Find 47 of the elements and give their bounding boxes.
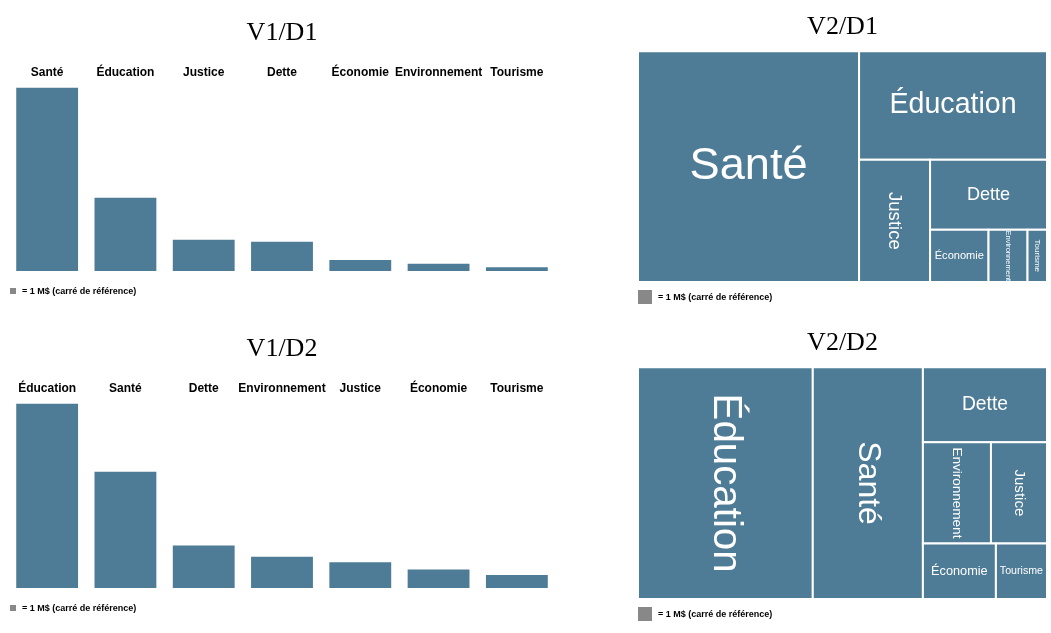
category-label: Environnement xyxy=(950,447,966,539)
chart-title: V1/D1 xyxy=(246,17,318,47)
x-tick-label: Environnement xyxy=(394,64,483,79)
bar xyxy=(172,239,235,271)
bar xyxy=(329,562,392,588)
x-tick-label: Santé xyxy=(109,380,143,395)
x-tick-label: Dette xyxy=(266,64,298,79)
text: V2/D2 xyxy=(807,327,878,357)
bar xyxy=(485,575,548,588)
bar xyxy=(16,403,79,588)
bar xyxy=(329,260,392,271)
text: = 1 M$ (carré de référence) xyxy=(658,609,773,619)
x-tick-label: Dette xyxy=(188,380,220,395)
bar xyxy=(251,556,313,588)
x-tick-label: Éducation xyxy=(18,379,77,395)
x-tick-label: Santé xyxy=(30,64,64,79)
text: = 1 M$ (carré de référence) xyxy=(22,603,137,613)
bar xyxy=(16,87,79,271)
bar xyxy=(94,197,157,271)
category-label: Dette xyxy=(966,183,1011,204)
bar xyxy=(172,545,235,588)
category-label: Tourisme xyxy=(999,564,1044,577)
category-label: Éducation xyxy=(889,87,1017,120)
x-tick-label: Éducation xyxy=(96,63,155,79)
x-tick-label: Économie xyxy=(409,379,468,395)
category-label: Économie xyxy=(934,248,984,261)
x-tick-label: Économie xyxy=(331,63,390,79)
category-label: Santé xyxy=(852,441,889,525)
bar xyxy=(407,569,470,588)
x-tick-label: Environnement xyxy=(238,380,326,395)
x-tick-label: Tourisme xyxy=(490,380,544,395)
x-tick-label: Justice xyxy=(183,64,225,79)
x-tick-label: Tourisme xyxy=(490,64,544,79)
category-label: Tourisme xyxy=(1033,239,1043,273)
category-label: Économie xyxy=(931,562,988,578)
chart-title: V1/D2 xyxy=(246,333,318,363)
text: = 1 M$ (carré de référence) xyxy=(658,292,773,302)
bar xyxy=(94,471,157,588)
category-label: Santé xyxy=(689,138,808,190)
x-tick-label: Justice xyxy=(339,380,382,395)
bar xyxy=(485,267,548,271)
text: = 1 M$ (carré de référence) xyxy=(22,286,137,296)
bar xyxy=(407,263,470,271)
text: V2/D1 xyxy=(807,11,878,41)
category-label: Justice xyxy=(885,191,907,250)
category-label: Justice xyxy=(1011,469,1029,517)
bar xyxy=(251,241,313,271)
